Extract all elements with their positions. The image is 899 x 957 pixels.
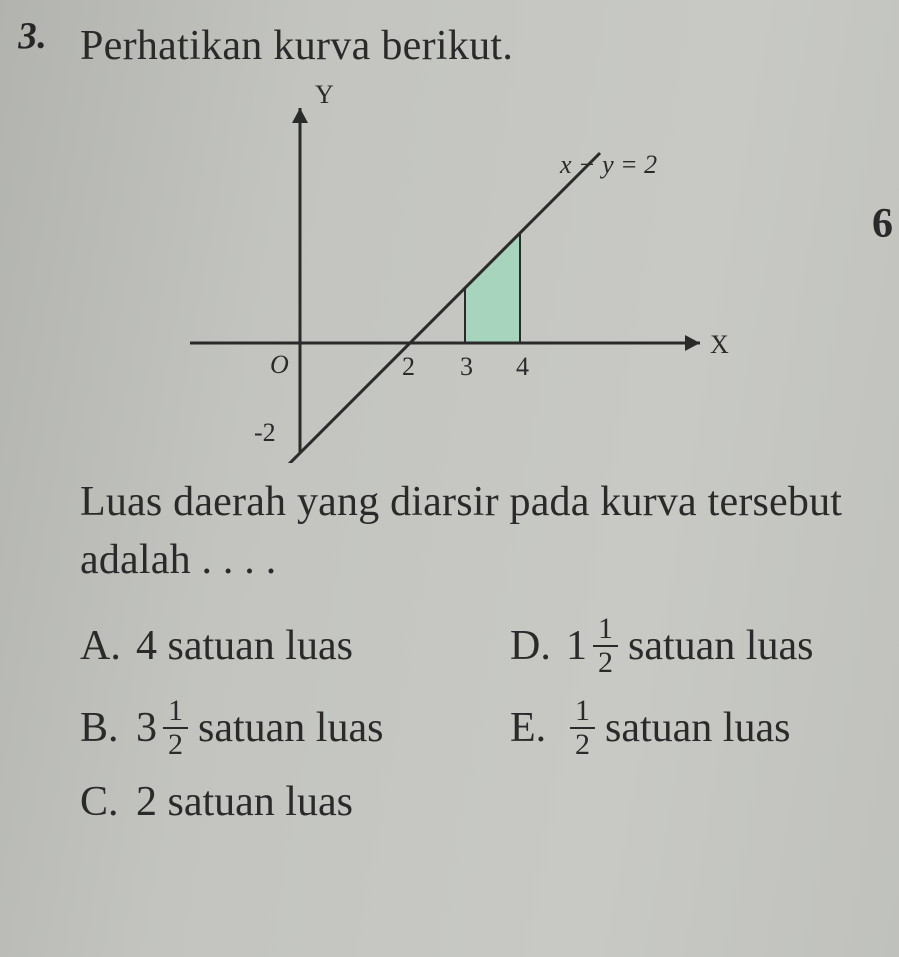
option-b-text: 3 1 2 satuan luas [136,696,383,760]
option-letter: D. [510,622,566,670]
question-number: 3. [17,14,47,59]
option-a[interactable]: A. 4 satuan luas [80,614,460,678]
curve-graph: Y X O 2 3 4 -2 x − y = 2 [180,83,740,463]
equation-label: x − y = 2 [559,150,657,179]
question-prompt: Luas daerah yang diarsir pada kurva ters… [80,473,869,591]
page: 3. Perhatikan kurva berikut. 6 Y X O 2 3… [0,0,899,957]
option-c[interactable]: C. 2 satuan luas [80,778,353,826]
option-c-text: 2 satuan luas [136,778,353,826]
option-d[interactable]: D. 1 1 2 satuan luas [510,614,890,678]
side-marker: 6 [872,200,893,248]
answer-options: A. 4 satuan luas D. 1 1 2 satuan luas [80,614,869,826]
y-axis-arrow [292,108,308,123]
xtick-4: 4 [516,352,529,381]
origin-label: O [270,350,289,379]
x-axis-arrow [685,335,700,351]
y-axis-label: Y [315,83,334,109]
xtick-3: 3 [460,352,473,381]
option-letter: C. [80,778,136,826]
shaded-region [465,233,520,343]
xtick-2: 2 [402,352,415,381]
ytick-neg2: -2 [254,418,276,447]
question-text: Perhatikan kurva berikut. [80,20,869,73]
option-letter: B. [80,704,136,752]
option-e-text: 1 2 satuan luas [566,696,790,760]
option-a-text: 4 satuan luas [136,622,353,670]
x-axis-label: X [710,330,729,359]
option-letter: A. [80,622,136,670]
option-e[interactable]: E. 1 2 satuan luas [510,696,890,760]
curve-line [235,153,600,463]
option-letter: E. [510,704,566,752]
option-b[interactable]: B. 3 1 2 satuan luas [80,696,460,760]
option-d-text: 1 1 2 satuan luas [566,614,813,678]
